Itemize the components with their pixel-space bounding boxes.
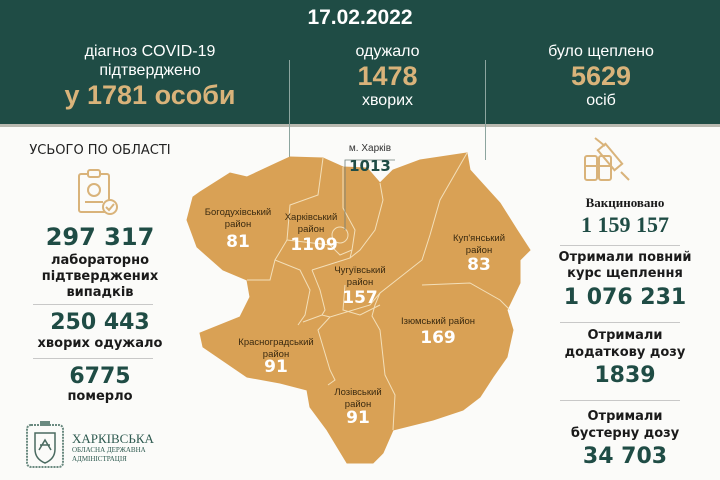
region-total-title: УСЬОГО ПО ОБЛАСТІ <box>29 143 171 158</box>
district-label: Ізюмський район <box>400 316 476 327</box>
logo-line-3: АДМІНІСТРАЦІЯ <box>72 455 127 463</box>
recovered-value: 1478 <box>357 61 418 91</box>
district-value: 81 <box>226 232 250 252</box>
divider <box>289 60 290 160</box>
city-callout-line <box>344 159 395 230</box>
divider <box>560 400 680 401</box>
vaccine-syringe-icon <box>584 137 630 181</box>
recovered-unit: хворих <box>361 92 414 109</box>
confirmed-total-label: лабораторно підтверджених випадків <box>10 253 190 301</box>
district-value: 91 <box>346 408 370 428</box>
district-value: 91 <box>264 357 288 377</box>
diagnosed-block: діагноз COVID-19 підтверджено у 1781 осо… <box>30 42 270 110</box>
recovered-total-label: хворих одужало <box>37 336 163 351</box>
vaccinated-value: 5629 <box>570 61 632 91</box>
header-banner: 17.02.2022 діагноз COVID-19 підтверджено… <box>0 0 720 160</box>
district-value: 1109 <box>290 235 338 255</box>
recovered-block: одужало 1478 хворих <box>290 42 485 110</box>
deaths-total-label: померло <box>67 389 133 404</box>
district-label: Лозівський район <box>334 387 382 410</box>
district-value: 169 <box>420 328 456 348</box>
diagnosed-label-2: підтверджено <box>99 62 201 79</box>
district-value: 83 <box>467 255 491 275</box>
vaccinated-block: було щеплено 5629 осіб <box>486 42 716 110</box>
divider <box>560 245 680 246</box>
clipboard-virus-check-icon <box>78 169 118 215</box>
booster-dose-value: 34 703 <box>582 444 668 469</box>
booster-dose-label: Отримали бустерну дозу <box>540 408 710 442</box>
district-label: Чугуївський район <box>334 265 386 288</box>
district-label: Харківський район <box>284 212 338 235</box>
district-label: Куп'янський район <box>452 233 506 256</box>
booster-dose-label-2: бустерну дозу <box>570 426 680 441</box>
logo-line-1: ХАРКІВСЬКА <box>72 431 154 446</box>
confirmed-label-1: лабораторно <box>50 253 150 268</box>
full-course-label-2: курс щеплення <box>567 266 683 281</box>
recovered-total-value: 250 443 <box>50 310 150 335</box>
additional-dose-label: Отримали додаткову дозу <box>540 327 710 361</box>
district-value: 157 <box>342 288 378 308</box>
deaths-total-value: 6775 <box>69 364 131 389</box>
coat-of-arms-logo <box>26 421 64 468</box>
divider <box>560 322 680 323</box>
additional-dose-value: 1839 <box>594 363 656 388</box>
confirmed-label-2: підтверджених <box>41 269 159 284</box>
full-course-value: 1 076 231 <box>563 285 687 310</box>
full-course-label-1: Отримали повний <box>558 250 692 265</box>
vaccinated-unit: осіб <box>586 92 616 109</box>
vaccinated-total-label: Вакциновано <box>585 195 665 210</box>
recovered-label: одужало <box>355 43 420 60</box>
city-value: 1013 <box>349 157 391 175</box>
district-label: Красноградський район <box>238 337 314 360</box>
report-date: 17.02.2022 <box>307 6 413 29</box>
logo-text: ХАРКІВСЬКА ОБЛАСНА ДЕРЖАВНА АДМІНІСТРАЦІ… <box>72 432 154 464</box>
kharkiv-city-outline <box>331 226 349 244</box>
booster-dose-label-1: Отримали <box>587 409 663 424</box>
divider <box>485 60 486 160</box>
logo-line-2: ОБЛАСНА ДЕРЖАВНА <box>72 446 146 454</box>
diagnosed-label: діагноз COVID-19 <box>84 43 216 60</box>
confirmed-total-value: 297 317 <box>45 223 155 251</box>
diagnosed-value: у 1781 особи <box>64 80 236 110</box>
district-borders <box>247 152 511 431</box>
additional-dose-label-2: додаткову дозу <box>564 345 686 360</box>
vaccinated-total-value: 1 159 157 <box>581 212 669 237</box>
divider <box>33 358 153 359</box>
confirmed-label-3: випадків <box>66 285 134 300</box>
full-course-label: Отримали повний курс щеплення <box>540 250 710 282</box>
vaccinated-label: було щеплено <box>548 43 654 60</box>
district-label: Богодухівський район <box>204 207 272 230</box>
divider <box>33 304 153 305</box>
city-label: м. Харків <box>348 143 392 154</box>
additional-dose-label-1: Отримали <box>587 328 663 343</box>
